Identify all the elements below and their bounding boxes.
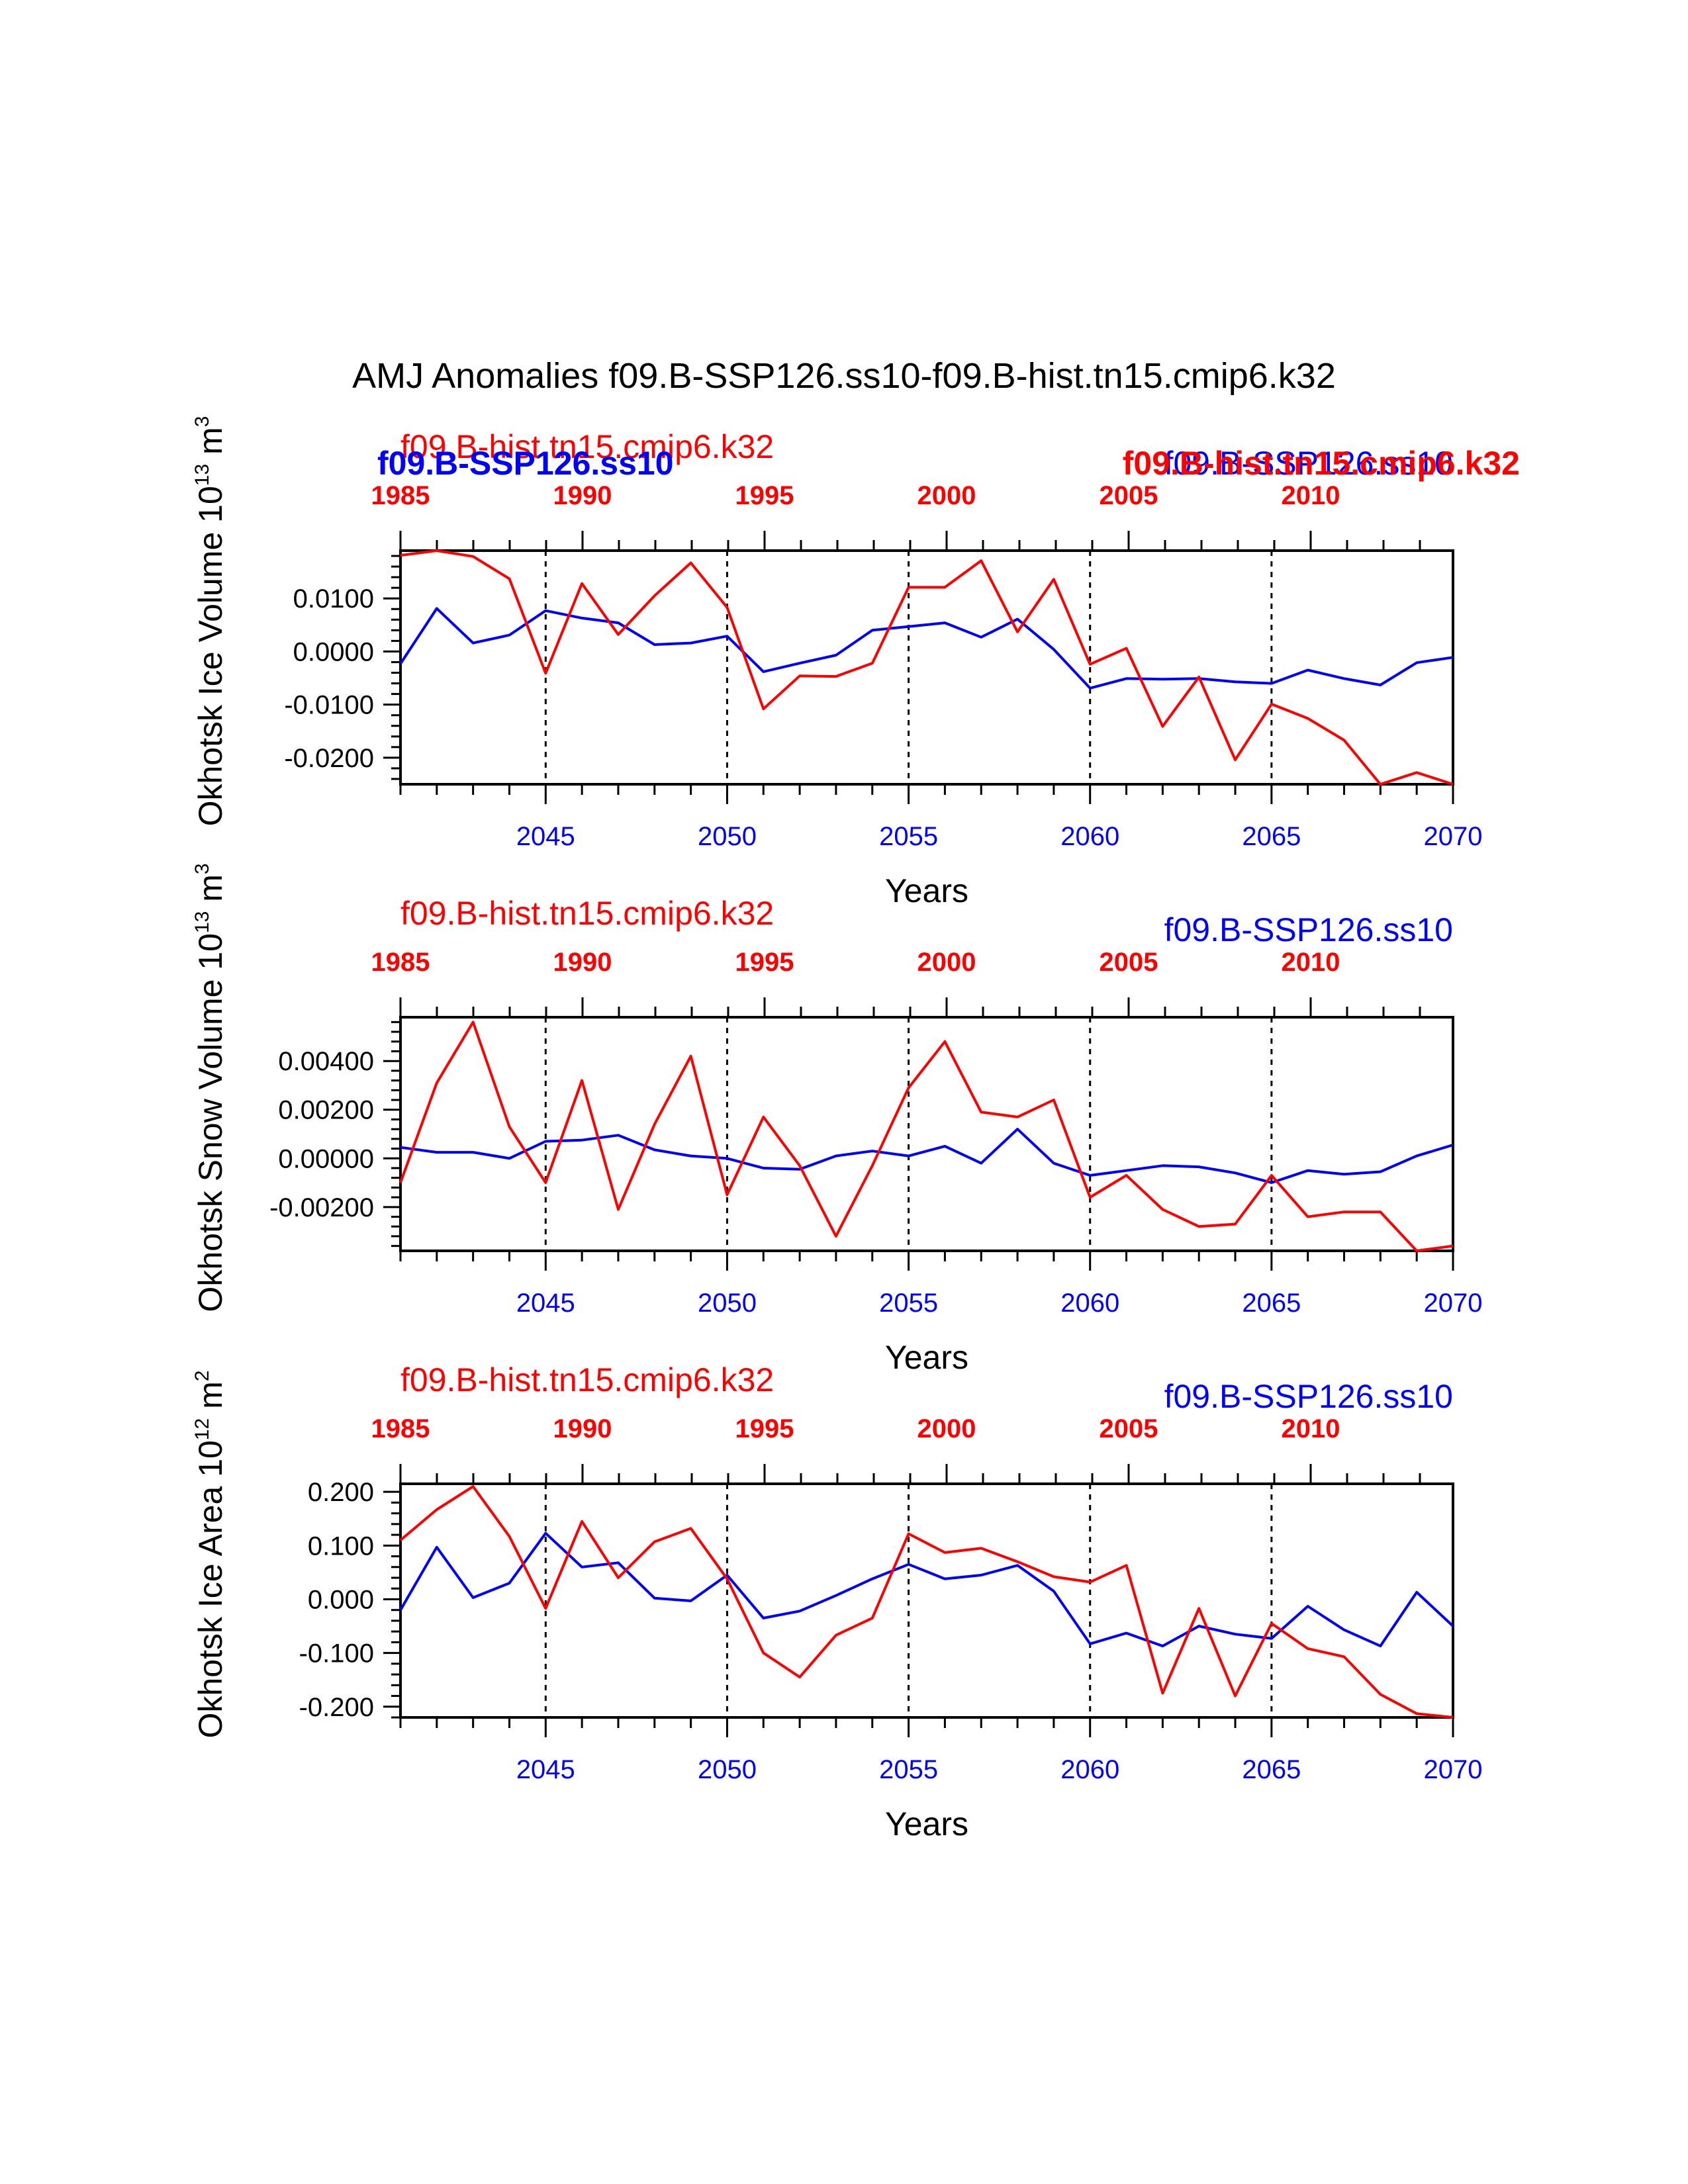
- plot-frame: [399, 1482, 1454, 1719]
- top-tick-label: 2010: [1282, 481, 1340, 510]
- y-tick-label: 0.00200: [278, 1096, 374, 1125]
- legend-left: f09.B-hist.tn15.cmip6.k32: [400, 428, 774, 465]
- panel-2: 2045 2050 2055 2060 2065 2070 1985 1990 1995 2000…: [191, 863, 1482, 1376]
- x-tick-label: 2045: [516, 1289, 575, 1318]
- y-axis-label: Okhotsk Ice Volume 1013 m3: [191, 416, 229, 827]
- y-tick-label: 0.00400: [278, 1047, 374, 1076]
- figure-title: AMJ Anomalies f09.B-SSP126.ss10-f09.B-hi…: [352, 356, 1336, 396]
- series-line: [399, 607, 1454, 690]
- top-tick-label: 1985: [371, 948, 430, 977]
- top-tick-label: 1995: [735, 481, 794, 510]
- y-tick-label: 0.100: [308, 1531, 374, 1561]
- series-line: [400, 549, 1454, 786]
- x-tick-label: 2060: [1060, 1755, 1119, 1784]
- x-axis-label: Years: [885, 1339, 968, 1376]
- x-tick-label: 2050: [698, 822, 757, 851]
- y-tick-label: -0.0200: [284, 744, 374, 773]
- top-tick-label: 2010: [1282, 1414, 1340, 1443]
- legend-left-overlay: f09.B-SSP126.ss10: [377, 445, 674, 482]
- top-tick-label: 2005: [1100, 1414, 1158, 1443]
- x-axis-label: Years: [885, 872, 968, 909]
- y-tick-label: -0.200: [299, 1693, 374, 1722]
- legend-right-overlay: f09.B-hist.tn15.cmip6.k32: [1123, 445, 1520, 482]
- series-line: [399, 1485, 1454, 1719]
- y-tick-label: 0.0100: [293, 584, 374, 614]
- legend-left: f09.B-hist.tn15.cmip6.k32: [400, 1361, 774, 1398]
- x-tick-label: 2065: [1242, 1755, 1301, 1784]
- series-line: [399, 1021, 1454, 1252]
- top-tick-label: 2000: [917, 948, 976, 977]
- top-tick-label: 1990: [553, 948, 612, 977]
- top-tick-label: 2005: [1100, 948, 1158, 977]
- x-tick-label: 2055: [879, 1755, 938, 1784]
- y-tick-label: -0.0100: [284, 691, 374, 720]
- legend-right: f09.B-SSP126.ss10: [1164, 911, 1453, 948]
- top-tick-label: 1985: [371, 1414, 430, 1443]
- plot-frame: [399, 1016, 1454, 1252]
- x-tick-label: 2045: [516, 822, 575, 851]
- x-tick-label: 2070: [1424, 1755, 1483, 1784]
- x-tick-label: 2070: [1424, 1289, 1483, 1318]
- y-tick-label: 0.00000: [278, 1144, 374, 1173]
- panel-1: 2045 2050 2055 2060 2065 2070 1985 1990 1995 2000…: [191, 416, 1520, 909]
- x-tick-label: 2050: [698, 1755, 757, 1784]
- y-axis-label: Okhotsk Snow Volume 1013 m3: [191, 863, 229, 1312]
- y-tick-label: -0.100: [299, 1639, 374, 1668]
- x-tick-label: 2065: [1242, 822, 1301, 851]
- series-line: [399, 1531, 1454, 1648]
- x-tick-label: 2070: [1424, 822, 1483, 851]
- top-tick-label: 1995: [735, 948, 794, 977]
- x-tick-label: 2050: [698, 1289, 757, 1318]
- x-tick-label: 2060: [1060, 822, 1119, 851]
- y-tick-label: -0.00200: [269, 1193, 374, 1222]
- x-axis-label: Years: [885, 1805, 968, 1843]
- y-tick-label: 0.0000: [293, 637, 374, 666]
- x-tick-label: 2045: [516, 1755, 575, 1784]
- top-tick-label: 1990: [553, 481, 612, 510]
- x-tick-label: 2055: [879, 1289, 938, 1318]
- top-tick-label: 1995: [735, 1414, 794, 1443]
- x-tick-label: 2060: [1060, 1289, 1119, 1318]
- chart-panels: 2045 2050 2055 2060 2065 2070 1985 1990 1995 2000…: [191, 416, 1520, 1843]
- legend-right: f09.B-SSP126.ss10: [1164, 445, 1453, 482]
- y-axis-label: Okhotsk Ice Area 1012 m2: [191, 1371, 229, 1739]
- top-tick-label: 2000: [917, 481, 976, 510]
- y-tick-label: 0.200: [308, 1478, 374, 1507]
- top-tick-label: 1985: [371, 481, 430, 510]
- top-tick-label: 2010: [1282, 948, 1340, 977]
- x-tick-label: 2065: [1242, 1289, 1301, 1318]
- legend-left: f09.B-hist.tn15.cmip6.k32: [400, 895, 774, 932]
- top-tick-label: 2000: [917, 1414, 976, 1443]
- panel-3: 2045 2050 2055 2060 2065 2070 1985 1990 1995 2000…: [191, 1361, 1482, 1843]
- plot-frame: [399, 549, 1454, 786]
- legend-right: f09.B-SSP126.ss10: [1164, 1378, 1453, 1415]
- top-tick-label: 1990: [553, 1414, 612, 1443]
- top-tick-label: 2005: [1100, 481, 1158, 510]
- y-tick-label: 0.000: [308, 1585, 374, 1614]
- x-tick-label: 2055: [879, 822, 938, 851]
